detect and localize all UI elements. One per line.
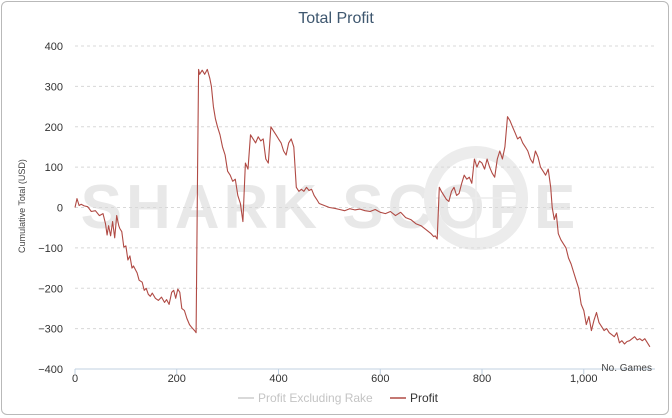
x-axis-ticks: 0 200 400 600 800 1,000 <box>72 369 598 385</box>
series-line-profit <box>74 68 651 348</box>
legend-item-label[interactable]: Profit Excluding Rake <box>258 391 373 405</box>
y-axis-label: Cumulative Total (USD) <box>17 159 27 253</box>
x-tick-label: 800 <box>473 373 491 385</box>
x-tick-label: 1,000 <box>570 373 598 385</box>
x-axis-label: No. Games <box>601 363 652 374</box>
legend: Profit Excluding Rake Profit <box>238 391 439 405</box>
gridlines <box>75 45 655 330</box>
x-tick-label: 200 <box>168 373 186 385</box>
x-tick-label: 0 <box>72 373 78 385</box>
y-tick-label: 400 <box>45 41 63 53</box>
series-lines <box>74 68 651 348</box>
chart-title: Total Profit <box>298 10 374 27</box>
y-tick-label: −200 <box>38 283 63 295</box>
y-tick-label: 0 <box>57 203 63 215</box>
y-tick-label: −300 <box>38 324 63 336</box>
y-tick-label: −400 <box>38 364 63 376</box>
y-tick-label: −100 <box>38 243 63 255</box>
x-tick-label: 400 <box>269 373 287 385</box>
y-tick-label: 300 <box>45 81 63 93</box>
y-axis-ticks: 400 300 200 100 0 −100 −200 −300 −400 <box>38 41 63 376</box>
y-tick-label: 100 <box>45 162 63 174</box>
y-tick-label: 200 <box>45 122 63 134</box>
x-tick-label: 600 <box>371 373 389 385</box>
legend-item-label[interactable]: Profit <box>410 391 439 405</box>
